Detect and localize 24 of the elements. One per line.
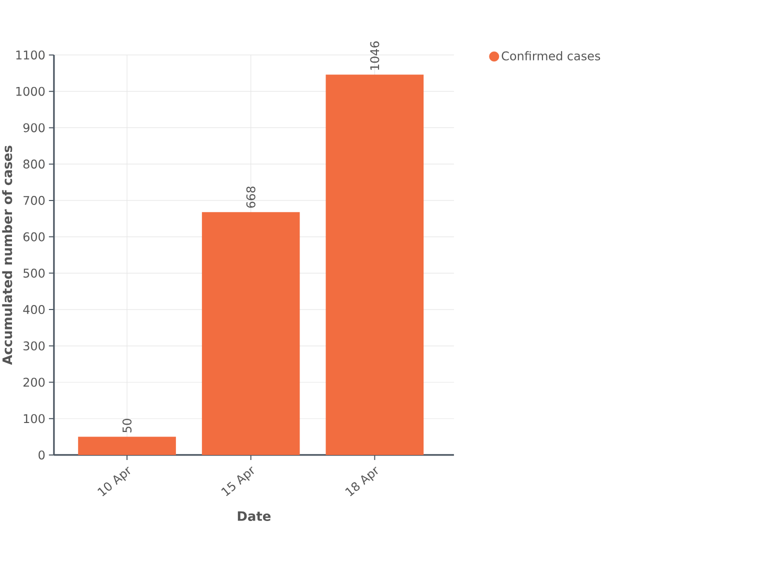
- y-tick-label: 900: [23, 123, 45, 132]
- bar: [202, 212, 300, 455]
- data-label: 1046: [370, 41, 380, 70]
- bar: [78, 436, 176, 455]
- y-tick-label: 1100: [16, 50, 45, 60]
- y-tick-label: 400: [23, 305, 45, 314]
- bar: [326, 74, 424, 455]
- data-label: 50: [122, 418, 132, 432]
- y-tick-label: 600: [23, 232, 45, 242]
- y-tick-label: 500: [24, 268, 45, 278]
- y-tick-label: 0: [38, 450, 45, 460]
- y-axis-title: Accumulated number of cases: [2, 146, 12, 365]
- y-tick-label: 300: [24, 341, 45, 350]
- x-tick-label: 18 Apr: [345, 466, 378, 496]
- y-tick-label: 700: [24, 196, 45, 205]
- y-tick-label: 200: [23, 378, 45, 387]
- y-tick-label: 800: [23, 160, 45, 169]
- data-label: 668: [246, 186, 256, 208]
- y-tick-label: 100: [24, 414, 45, 424]
- x-tick-label: 10 Apr: [98, 466, 130, 496]
- legend-label: Confirmed cases: [502, 51, 600, 60]
- y-tick-label: 1000: [16, 86, 45, 96]
- x-tick-label: 15 Apr: [221, 466, 254, 496]
- x-axis-title: Date: [238, 511, 271, 521]
